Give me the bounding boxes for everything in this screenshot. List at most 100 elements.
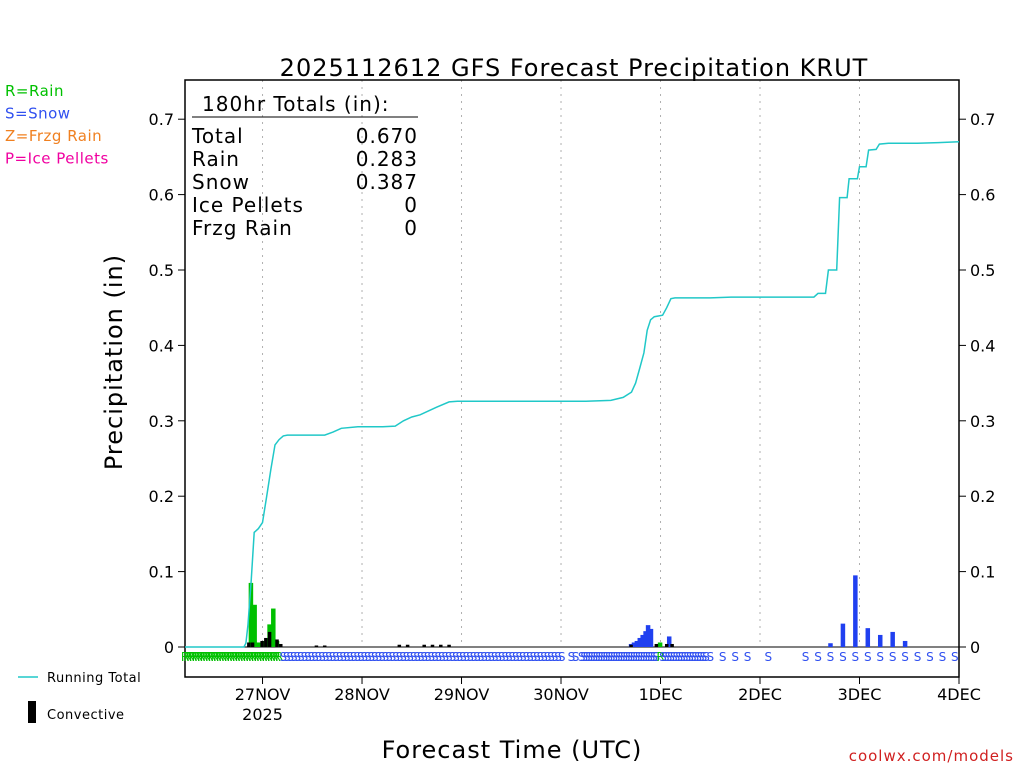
- totals-row-label: Total: [191, 124, 244, 148]
- ptype-mark: S: [608, 650, 616, 664]
- ptype-mark: R: [264, 650, 272, 664]
- ptype-mark: R: [235, 650, 243, 664]
- ptype-mark: S: [613, 650, 621, 664]
- ptype-mark: R: [227, 650, 235, 664]
- ptype-mark: S: [692, 650, 700, 664]
- ptype-mark: S: [618, 650, 626, 664]
- ptype-mark: R: [246, 650, 254, 664]
- ptype-mark: S: [593, 650, 601, 664]
- bar-snow: [645, 625, 651, 647]
- bar-convective: [279, 643, 283, 647]
- ptype-mark: S: [583, 650, 591, 664]
- x-tick-label: 1DEC: [639, 685, 683, 704]
- ptype-mark: S: [286, 650, 294, 664]
- ptype-mark: R: [184, 650, 192, 664]
- ptype-mark: S: [375, 650, 383, 664]
- ptype-mark: S: [697, 650, 705, 664]
- ptype-mark: S: [659, 650, 667, 664]
- ptype-mark: S: [540, 650, 548, 664]
- ptype-mark: S: [304, 650, 312, 664]
- ptype-mark: S: [318, 650, 326, 664]
- bar-convective: [430, 644, 435, 647]
- x-tick-label: 2DEC: [738, 685, 782, 704]
- ptype-mark: S: [498, 650, 506, 664]
- ptype-mark: R: [259, 650, 267, 664]
- ptype-mark: S: [519, 650, 527, 664]
- ptype-mark: R: [202, 650, 210, 664]
- ptype-mark: R: [216, 650, 224, 664]
- ptype-mark: S: [459, 650, 467, 664]
- bar-convective: [654, 643, 659, 647]
- ptype-mark: R: [256, 650, 264, 664]
- ptype-mark: S: [420, 650, 428, 664]
- totals-row-label: Ice Pellets: [192, 193, 304, 217]
- ptype-mark: S: [501, 650, 509, 664]
- x-tick-label: 30NOV: [533, 685, 589, 704]
- ptype-mark: S: [600, 650, 608, 664]
- ptype-mark: S: [413, 650, 421, 664]
- watermark: coolwx.com/models: [849, 747, 1014, 765]
- ptype-mark: S: [702, 650, 710, 664]
- bar-snow: [877, 634, 883, 647]
- x-tick-label: 29NOV: [434, 685, 490, 704]
- ptype-mark: S: [297, 650, 305, 664]
- ptype-mark: S: [625, 650, 633, 664]
- x-tick-label: 27NOV: [235, 685, 291, 704]
- ptype-mark: S: [595, 650, 603, 664]
- ptype-mark: R: [224, 650, 232, 664]
- ptype-mark: S: [368, 650, 376, 664]
- ptype-mark: S: [346, 650, 354, 664]
- ptype-mark: S: [452, 650, 460, 664]
- ptype-mark: S: [610, 650, 618, 664]
- y-axis-label: Precipitation (in): [100, 254, 128, 470]
- y-axis-right: 0 0.1 0.2 0.3 0.4 0.5 0.6 0.7: [959, 110, 995, 657]
- ptype-mark: S: [431, 650, 439, 664]
- ptype-mark: S: [523, 650, 531, 664]
- ptype-mark: S: [308, 650, 316, 664]
- ptype-mark: S: [681, 650, 689, 664]
- bar-snow: [902, 640, 908, 647]
- y-tick-label-right: 0.3: [970, 412, 995, 431]
- ptype-mark: S: [603, 650, 611, 664]
- ptype-mark: S: [802, 650, 810, 664]
- y-tick-label-left: 0.6: [149, 186, 174, 205]
- ptype-mark: S: [675, 650, 683, 664]
- ptype-mark: S: [572, 650, 580, 664]
- chart-title: 2025112612 GFS Forecast Precipitation KR…: [280, 54, 869, 82]
- y-tick-label-right: 0.2: [970, 487, 995, 506]
- bar-snow: [828, 643, 833, 647]
- ptype-mark: S: [633, 650, 641, 664]
- bar-rain: [657, 642, 663, 647]
- ptype-mark: S: [686, 650, 694, 664]
- ptype-mark: S: [470, 650, 478, 664]
- bar-rain: [248, 582, 254, 647]
- y-tick-label-left: 0.3: [149, 412, 174, 431]
- bar-convective: [397, 644, 402, 647]
- ptype-mark: R: [243, 650, 251, 664]
- y-tick-label-right: 0.5: [970, 261, 995, 280]
- ptype-mark: S: [635, 650, 643, 664]
- ptype-mark: S: [403, 650, 411, 664]
- precip-bars: [247, 575, 908, 647]
- x-tick-label: 3DEC: [838, 685, 882, 704]
- y-tick-label-left: 0.1: [149, 563, 174, 582]
- ptype-mark: S: [371, 650, 379, 664]
- ptype-mark: S: [357, 650, 365, 664]
- bar-convective: [322, 645, 327, 647]
- ptype-mark: S: [322, 650, 330, 664]
- ptype-mark: S: [410, 650, 418, 664]
- ptype-mark: S: [442, 650, 450, 664]
- ptype-mark: R: [656, 650, 664, 664]
- bar-snow: [666, 636, 672, 647]
- bar-convective: [275, 639, 279, 647]
- ptype-strip: RRRRRRRRRRRRRRRRRRRRRRRRRRRRRRRRRRRRSSSS…: [181, 650, 959, 664]
- ptype-mark: S: [445, 650, 453, 664]
- ptype-mark: S: [494, 650, 502, 664]
- ptype-mark: S: [623, 650, 631, 664]
- ptype-mark: S: [339, 650, 347, 664]
- ptype-mark: S: [670, 650, 678, 664]
- ptype-mark: S: [678, 650, 686, 664]
- x-tick-label: 28NOV: [334, 685, 390, 704]
- ptype-mark: S: [926, 650, 934, 664]
- y-tick-label-right: 0.7: [970, 110, 995, 129]
